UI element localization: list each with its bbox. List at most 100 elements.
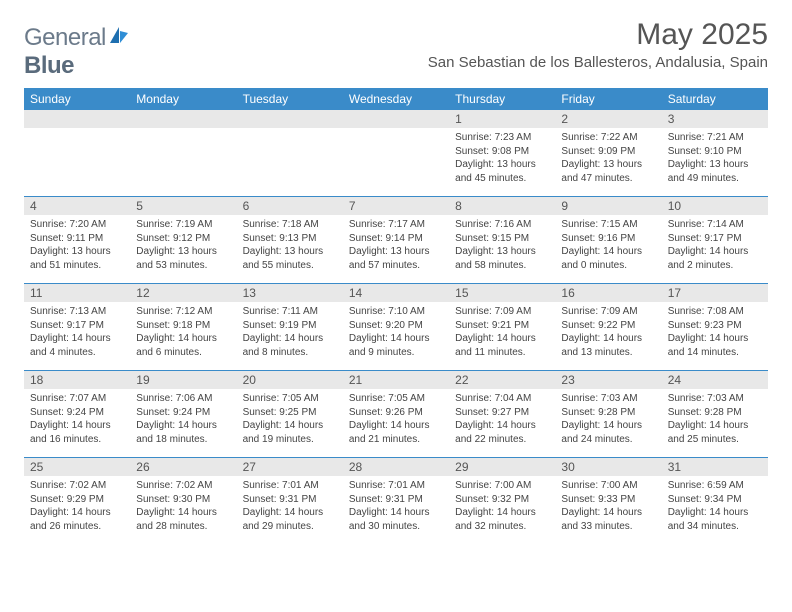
day-line: Sunrise: 7:17 AM	[349, 218, 443, 232]
day-line: Sunset: 9:26 PM	[349, 406, 443, 420]
day-line: Sunrise: 7:02 AM	[136, 479, 230, 493]
day-line: Sunrise: 7:09 AM	[561, 305, 655, 319]
day-number: 29	[449, 458, 555, 476]
day-line: Daylight: 14 hours	[30, 419, 124, 433]
calendar-week: 25Sunrise: 7:02 AMSunset: 9:29 PMDayligh…	[24, 457, 768, 544]
day-line: Sunrise: 7:04 AM	[455, 392, 549, 406]
day-details: Sunrise: 7:21 AMSunset: 9:10 PMDaylight:…	[662, 128, 768, 189]
day-line: Sunrise: 7:01 AM	[243, 479, 337, 493]
day-details: Sunrise: 7:05 AMSunset: 9:25 PMDaylight:…	[237, 389, 343, 450]
day-line: Sunrise: 7:10 AM	[349, 305, 443, 319]
day-line: and 30 minutes.	[349, 520, 443, 534]
day-details	[237, 128, 343, 188]
day-cell: 1Sunrise: 7:23 AMSunset: 9:08 PMDaylight…	[449, 110, 555, 196]
day-cell: 5Sunrise: 7:19 AMSunset: 9:12 PMDaylight…	[130, 197, 236, 283]
day-line: Sunset: 9:25 PM	[243, 406, 337, 420]
day-line: and 29 minutes.	[243, 520, 337, 534]
day-line: Sunset: 9:22 PM	[561, 319, 655, 333]
day-cell: 9Sunrise: 7:15 AMSunset: 9:16 PMDaylight…	[555, 197, 661, 283]
day-details: Sunrise: 7:15 AMSunset: 9:16 PMDaylight:…	[555, 215, 661, 276]
day-line: and 14 minutes.	[668, 346, 762, 360]
day-line: Sunrise: 7:01 AM	[349, 479, 443, 493]
day-line: Sunrise: 6:59 AM	[668, 479, 762, 493]
day-line: and 51 minutes.	[30, 259, 124, 273]
day-line: Sunrise: 7:05 AM	[243, 392, 337, 406]
location: San Sebastian de los Ballesteros, Andalu…	[428, 54, 768, 71]
day-number: 13	[237, 284, 343, 302]
day-number: 12	[130, 284, 236, 302]
brand-word-1: General	[24, 24, 106, 51]
day-cell: 14Sunrise: 7:10 AMSunset: 9:20 PMDayligh…	[343, 284, 449, 370]
day-cell: 20Sunrise: 7:05 AMSunset: 9:25 PMDayligh…	[237, 371, 343, 457]
day-number: 18	[24, 371, 130, 389]
day-line: Daylight: 14 hours	[349, 419, 443, 433]
day-line: and 4 minutes.	[30, 346, 124, 360]
day-cell: 26Sunrise: 7:02 AMSunset: 9:30 PMDayligh…	[130, 458, 236, 544]
day-number	[343, 110, 449, 128]
day-number: 22	[449, 371, 555, 389]
day-line: Daylight: 14 hours	[455, 419, 549, 433]
day-line: Sunrise: 7:13 AM	[30, 305, 124, 319]
day-line: Sunset: 9:10 PM	[668, 145, 762, 159]
brand-name: GeneralBlue	[24, 24, 130, 80]
day-cell: 18Sunrise: 7:07 AMSunset: 9:24 PMDayligh…	[24, 371, 130, 457]
day-line: Sunset: 9:14 PM	[349, 232, 443, 246]
day-line: Daylight: 14 hours	[561, 245, 655, 259]
day-line: Sunrise: 7:23 AM	[455, 131, 549, 145]
day-line: and 49 minutes.	[668, 172, 762, 186]
day-line: Daylight: 14 hours	[455, 332, 549, 346]
day-line: Sunrise: 7:03 AM	[668, 392, 762, 406]
day-cell: 3Sunrise: 7:21 AMSunset: 9:10 PMDaylight…	[662, 110, 768, 196]
day-line: Sunset: 9:17 PM	[668, 232, 762, 246]
day-line: Sunset: 9:33 PM	[561, 493, 655, 507]
day-line: Sunrise: 7:05 AM	[349, 392, 443, 406]
day-line: Sunset: 9:15 PM	[455, 232, 549, 246]
day-line: Daylight: 14 hours	[136, 332, 230, 346]
month-title: May 2025	[428, 18, 768, 52]
day-line: and 8 minutes.	[243, 346, 337, 360]
calendar: SundayMondayTuesdayWednesdayThursdayFrid…	[24, 88, 768, 544]
day-line: Sunset: 9:31 PM	[243, 493, 337, 507]
day-cell: 21 Sunrise: 7:05 AMSunset: 9:26 PMDayligh…	[343, 371, 449, 457]
day-line: Sunrise: 7:22 AM	[561, 131, 655, 145]
day-line: Daylight: 14 hours	[668, 245, 762, 259]
day-line: Sunset: 9:18 PM	[136, 319, 230, 333]
day-line: Daylight: 14 hours	[561, 332, 655, 346]
day-line: Sunrise: 7:00 AM	[561, 479, 655, 493]
day-number: 21	[343, 371, 449, 389]
day-cell: 8Sunrise: 7:16 AMSunset: 9:15 PMDaylight…	[449, 197, 555, 283]
day-line: Sunset: 9:34 PM	[668, 493, 762, 507]
day-line: Daylight: 13 hours	[30, 245, 124, 259]
day-line: Daylight: 14 hours	[30, 506, 124, 520]
day-number: 5	[130, 197, 236, 215]
day-line: Sunset: 9:29 PM	[30, 493, 124, 507]
day-number: 16	[555, 284, 661, 302]
day-line: Sunset: 9:28 PM	[561, 406, 655, 420]
brand-word-2: Blue	[24, 52, 74, 79]
day-line: Sunset: 9:31 PM	[349, 493, 443, 507]
day-line: and 45 minutes.	[455, 172, 549, 186]
day-number: 9	[555, 197, 661, 215]
header: GeneralBlue May 2025 San Sebastian de lo…	[24, 18, 768, 80]
day-line: Sunset: 9:28 PM	[668, 406, 762, 420]
day-details: Sunrise: 7:23 AMSunset: 9:08 PMDaylight:…	[449, 128, 555, 189]
sail-icon	[108, 25, 130, 45]
day-details: Sunrise: 7:17 AMSunset: 9:14 PMDaylight:…	[343, 215, 449, 276]
day-line: Sunrise: 7:15 AM	[561, 218, 655, 232]
day-details: Sunrise: 7:19 AMSunset: 9:12 PMDaylight:…	[130, 215, 236, 276]
day-details: Sunrise: 7:07 AMSunset: 9:24 PMDaylight:…	[24, 389, 130, 450]
day-line: Daylight: 13 hours	[349, 245, 443, 259]
day-line: Sunrise: 7:11 AM	[243, 305, 337, 319]
day-cell: 16 Sunrise: 7:09 AMSunset: 9:22 PMDayligh…	[555, 284, 661, 370]
day-cell: 2Sunrise: 7:22 AMSunset: 9:09 PMDaylight…	[555, 110, 661, 196]
day-cell	[24, 110, 130, 196]
day-line: Sunrise: 7:18 AM	[243, 218, 337, 232]
day-line: Sunset: 9:20 PM	[349, 319, 443, 333]
day-details	[130, 128, 236, 188]
day-number: 17	[662, 284, 768, 302]
day-line: Sunset: 9:12 PM	[136, 232, 230, 246]
day-details: Sunrise: 7:18 AMSunset: 9:13 PMDaylight:…	[237, 215, 343, 276]
day-line: and 6 minutes.	[136, 346, 230, 360]
day-line: Daylight: 14 hours	[30, 332, 124, 346]
day-line: Daylight: 13 hours	[243, 245, 337, 259]
